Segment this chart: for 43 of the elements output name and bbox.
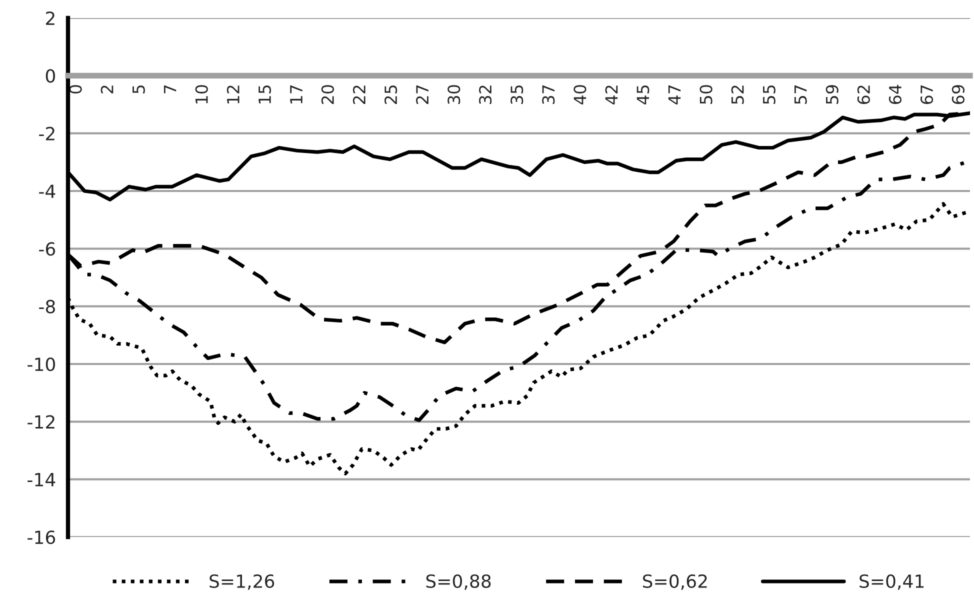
x-tick-label: 27 bbox=[416, 85, 428, 104]
x-tick-label: 59 bbox=[826, 85, 838, 104]
x-tick-label: 20 bbox=[321, 85, 334, 104]
x-tick-label: 52 bbox=[731, 86, 744, 104]
x-tick-label: 69 bbox=[952, 85, 964, 104]
x-tick-label: 47 bbox=[668, 85, 681, 104]
x-tick-label: 55 bbox=[763, 85, 776, 104]
x-tick-label: 30 bbox=[448, 85, 460, 104]
legend-label: S=0,41 bbox=[860, 574, 924, 590]
x-tick-label: 50 bbox=[700, 85, 712, 104]
x-tick-label: 10 bbox=[195, 85, 208, 104]
x-tick-label: 40 bbox=[574, 85, 586, 104]
y-tick-label: -10 bbox=[28, 357, 55, 372]
x-tick-label: 57 bbox=[794, 85, 807, 104]
legend-label: S=0,88 bbox=[426, 574, 491, 590]
y-tick-label: -16 bbox=[28, 530, 56, 544]
x-tick-label: 67 bbox=[920, 85, 934, 104]
y-tick-label: -12 bbox=[28, 415, 54, 429]
y-tick-label: 2 bbox=[46, 11, 54, 25]
x-tick-label: 0 bbox=[69, 85, 82, 94]
legend-label: S=0,62 bbox=[642, 574, 707, 590]
x-tick-label: 62 bbox=[857, 86, 870, 104]
x-tick-label: 5 bbox=[132, 85, 145, 94]
x-tick-label: 64 bbox=[888, 84, 902, 104]
y-tick-label: -8 bbox=[39, 300, 55, 314]
x-tick-label: 25 bbox=[384, 85, 398, 104]
x-tick-label: 7 bbox=[164, 85, 176, 94]
legend-label: S=1,26 bbox=[210, 574, 274, 590]
y-tick-label: -14 bbox=[28, 473, 56, 486]
x-tick-label: 12 bbox=[226, 86, 240, 104]
y-tick-label: 0 bbox=[46, 69, 55, 83]
x-tick-label: 32 bbox=[479, 86, 492, 104]
x-tick-label: 42 bbox=[605, 86, 618, 104]
y-tick-label: -2 bbox=[39, 126, 54, 140]
x-tick-label: 35 bbox=[510, 85, 524, 104]
x-tick-label: 2 bbox=[100, 86, 114, 94]
y-tick-label: -4 bbox=[39, 184, 56, 198]
x-tick-label: 15 bbox=[258, 85, 272, 104]
x-tick-label: 45 bbox=[636, 85, 650, 104]
x-tick-label: 37 bbox=[542, 85, 555, 104]
x-tick-label: 17 bbox=[290, 85, 302, 104]
x-tick-label: 22 bbox=[352, 86, 366, 104]
y-tick-label: -6 bbox=[39, 242, 56, 256]
